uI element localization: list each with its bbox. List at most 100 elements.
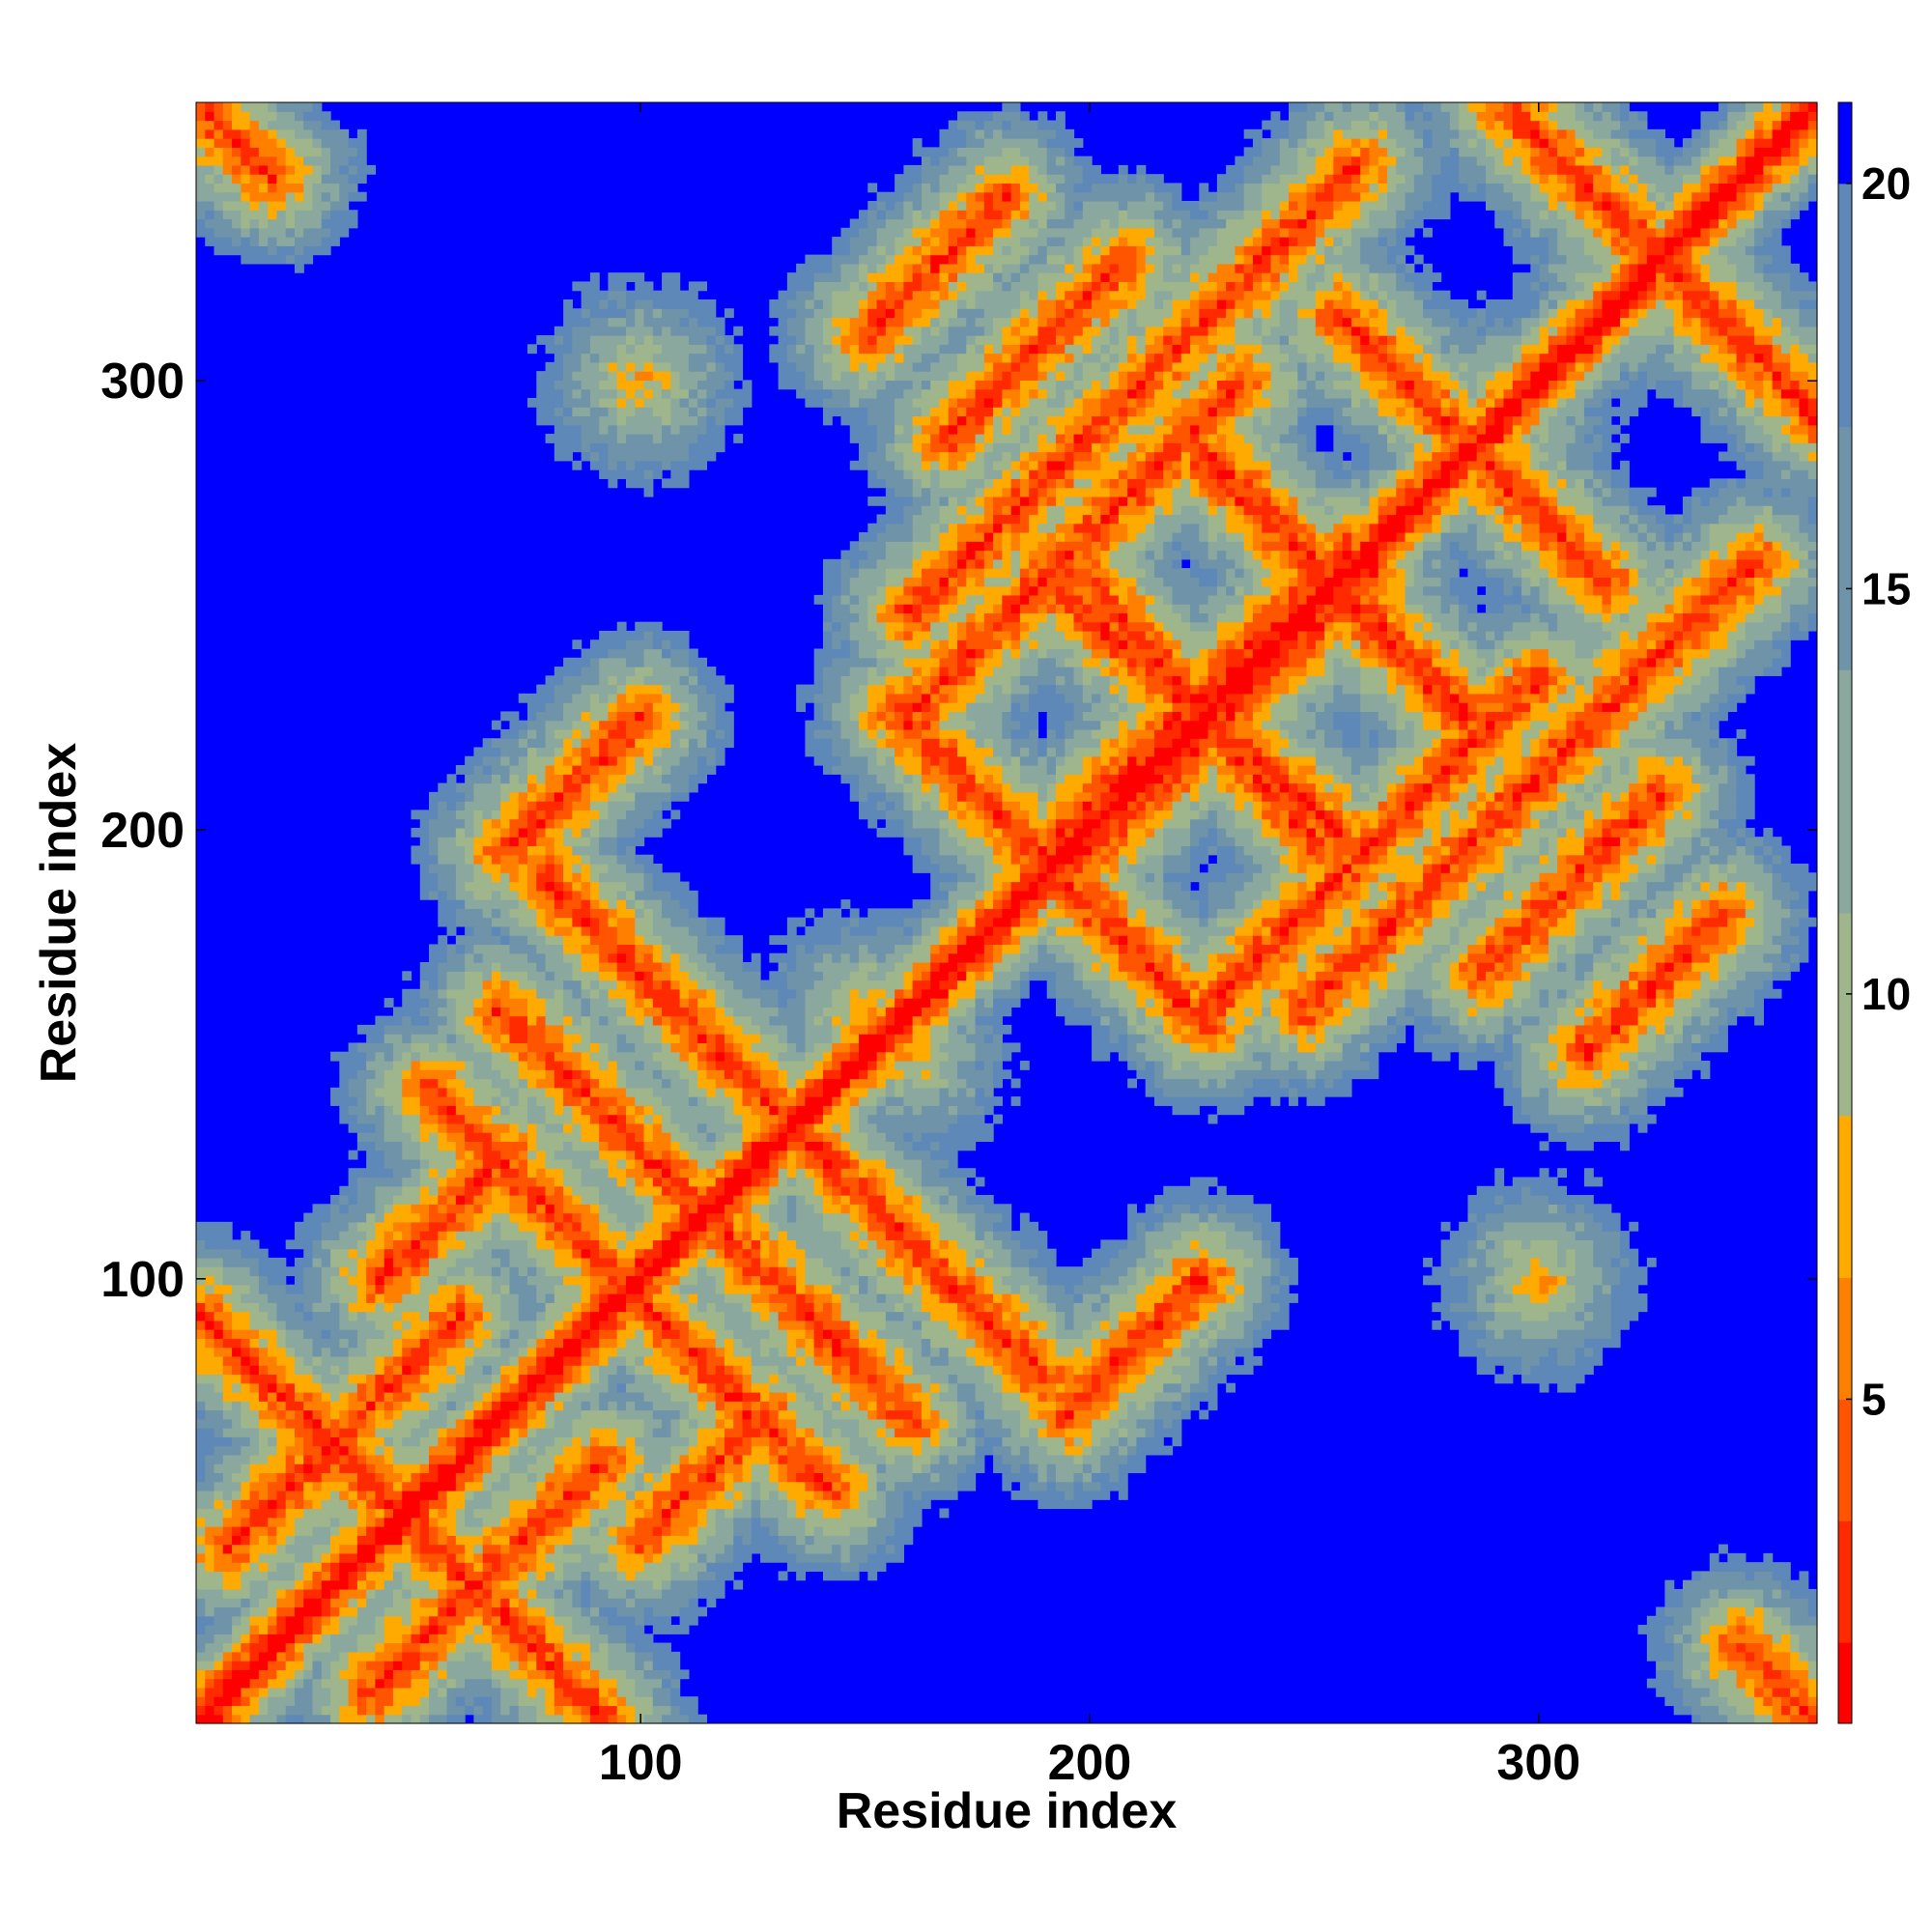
- heatmap-cell: [482, 1463, 493, 1474]
- heatmap-cell: [303, 1338, 314, 1349]
- heatmap-cell: [581, 1598, 591, 1608]
- heatmap-cell: [527, 711, 537, 722]
- heatmap-cell: [402, 1329, 412, 1339]
- heatmap-cell: [429, 1329, 439, 1339]
- heatmap-cell: [625, 1105, 636, 1116]
- heatmap-cell: [402, 1445, 412, 1456]
- heatmap-cell: [276, 1382, 287, 1393]
- heatmap-cell: [599, 1606, 610, 1617]
- heatmap-cell: [465, 1391, 474, 1402]
- heatmap-cell: [384, 1454, 394, 1464]
- heatmap-cell: [321, 237, 331, 246]
- heatmap-cell: [438, 1034, 448, 1044]
- heatmap-cell: [232, 1634, 242, 1644]
- heatmap-cell: [356, 1347, 367, 1357]
- heatmap-cell: [599, 899, 610, 909]
- heatmap-cell: [616, 1096, 627, 1106]
- heatmap-cell: [589, 1195, 600, 1205]
- heatmap-cell: [258, 1696, 269, 1707]
- heatmap-cell: [473, 1490, 484, 1500]
- heatmap-cell: [518, 881, 528, 892]
- heatmap-cell: [527, 1060, 537, 1070]
- heatmap-cell: [509, 1382, 520, 1393]
- heatmap-cell: [411, 1204, 421, 1214]
- heatmap-cell: [473, 782, 484, 793]
- heatmap-cell: [509, 765, 520, 775]
- heatmap-cell: [509, 908, 520, 919]
- heatmap-cell: [589, 1007, 600, 1017]
- heatmap-cell: [554, 1678, 564, 1689]
- heatmap-cell: [438, 1158, 448, 1169]
- heatmap-cell: [402, 998, 412, 1008]
- heatmap-cell: [384, 1365, 394, 1376]
- heatmap-cell: [232, 200, 242, 211]
- heatmap-cell: [491, 961, 501, 972]
- heatmap-cell: [268, 1463, 278, 1474]
- heatmap-cell: [402, 1705, 412, 1716]
- heatmap-cell: [222, 183, 233, 193]
- heatmap-cell: [581, 818, 591, 829]
- heatmap-cell: [616, 1588, 627, 1599]
- heatmap-cell: [599, 1132, 610, 1142]
- heatmap-cell: [491, 1150, 501, 1160]
- heatmap-cell: [500, 1096, 511, 1106]
- heatmap-cell: [375, 1669, 385, 1680]
- heatmap-cell: [572, 1562, 582, 1572]
- heatmap-cell: [625, 827, 636, 838]
- heatmap-cell: [625, 1714, 636, 1724]
- heatmap-cell: [572, 908, 582, 919]
- heatmap-cell: [581, 1517, 591, 1527]
- heatmap-cell: [589, 1579, 600, 1590]
- heatmap-cell: [491, 1168, 501, 1179]
- heatmap-cell: [419, 1007, 430, 1017]
- heatmap-cell: [465, 1302, 474, 1313]
- heatmap-cell: [491, 980, 501, 990]
- heatmap-cell: [554, 1096, 564, 1106]
- heatmap-cell: [348, 138, 358, 148]
- heatmap-cell: [473, 1409, 484, 1420]
- heatmap-cell: [258, 1409, 269, 1420]
- heatmap-cell: [321, 1562, 331, 1572]
- heatmap-cell: [285, 1615, 296, 1626]
- heatmap-cell: [572, 810, 582, 820]
- heatmap-cell: [455, 899, 466, 909]
- heatmap-cell: [536, 1168, 547, 1179]
- heatmap-cell: [455, 1687, 466, 1697]
- heatmap-cell: [482, 1329, 493, 1339]
- heatmap-cell: [599, 738, 610, 749]
- heatmap-cell: [205, 1552, 215, 1563]
- heatmap-cell: [500, 899, 511, 909]
- heatmap-cell: [635, 415, 645, 426]
- heatmap-cell: [303, 1320, 314, 1330]
- heatmap-cell: [222, 1678, 233, 1689]
- heatmap-cell: [554, 944, 564, 954]
- heatmap-cell: [518, 890, 528, 900]
- heatmap-cell: [222, 1463, 233, 1474]
- heatmap-cell: [589, 657, 600, 668]
- heatmap-cell: [581, 1114, 591, 1124]
- heatmap-cell: [625, 684, 636, 695]
- heatmap-cell: [509, 1141, 520, 1151]
- heatmap-cell: [473, 1365, 484, 1376]
- heatmap-cell: [491, 1705, 501, 1716]
- heatmap-cell: [438, 854, 448, 865]
- heatmap-cell: [196, 1382, 206, 1393]
- heatmap-cell: [356, 1714, 367, 1724]
- heatmap-cell: [625, 890, 636, 900]
- heatmap-cell: [581, 380, 591, 390]
- heatmap-cell: [563, 657, 573, 668]
- heatmap-cell: [356, 1481, 367, 1492]
- heatmap-cell: [312, 1338, 323, 1349]
- heatmap-cell: [366, 1490, 377, 1500]
- heatmap-cell: [465, 1661, 474, 1670]
- heatmap-cell: [616, 621, 627, 632]
- heatmap-cell: [473, 818, 484, 829]
- heatmap-cell: [599, 1382, 610, 1393]
- heatmap-cell: [411, 1544, 421, 1554]
- heatmap-cell: [635, 380, 645, 390]
- heatmap-cell: [321, 1293, 331, 1303]
- heatmap-cell: [491, 864, 501, 873]
- heatmap-cell: [518, 1231, 528, 1240]
- heatmap-cell: [608, 371, 618, 381]
- heatmap-cell: [205, 1239, 215, 1250]
